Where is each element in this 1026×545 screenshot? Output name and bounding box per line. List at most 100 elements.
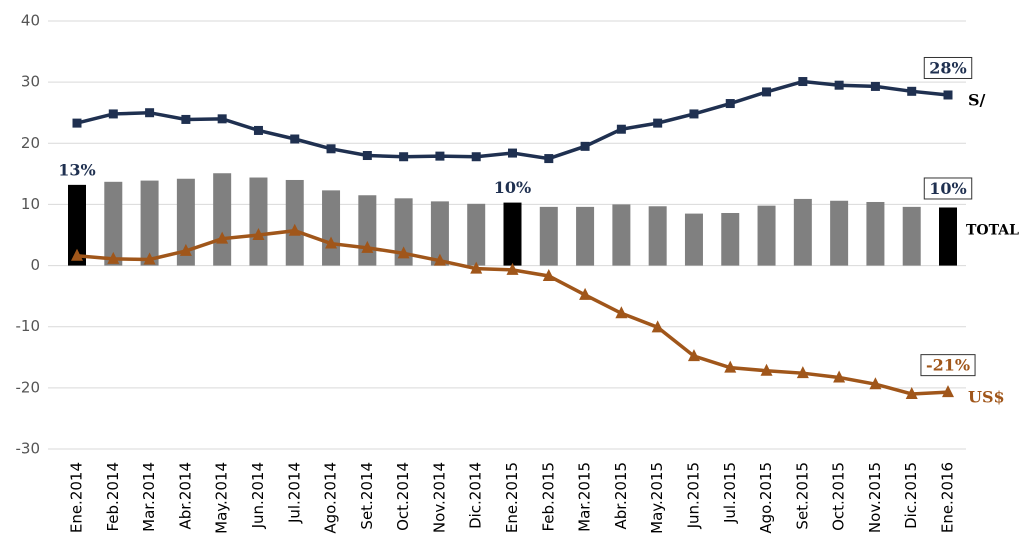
x-tick-label: Jun.2014 xyxy=(249,462,267,529)
marker xyxy=(179,243,192,256)
label-box xyxy=(923,177,973,200)
y-tick-label: -20 xyxy=(16,378,41,396)
bar xyxy=(757,205,776,266)
marker xyxy=(943,90,953,100)
y-tick-label: -10 xyxy=(16,317,41,335)
x-tick-label: Dic.2015 xyxy=(902,462,920,529)
bar xyxy=(394,198,413,266)
bar xyxy=(249,177,268,266)
marker xyxy=(72,118,82,128)
marker xyxy=(542,268,555,281)
marker xyxy=(798,77,808,87)
marker xyxy=(252,228,265,240)
data-label: 13% xyxy=(58,160,95,179)
marker xyxy=(834,80,844,90)
marker xyxy=(653,118,663,128)
bar xyxy=(866,201,885,266)
marker xyxy=(326,144,336,154)
marker xyxy=(760,363,773,376)
marker xyxy=(651,320,664,333)
bar xyxy=(684,213,703,266)
series-name: TOTAL xyxy=(966,223,1019,239)
marker xyxy=(470,261,483,274)
series-name: US$ xyxy=(968,388,1005,407)
marker xyxy=(508,148,517,158)
marker xyxy=(288,223,301,236)
bar xyxy=(648,206,667,266)
marker xyxy=(397,246,410,259)
x-tick-label: Nov.2015 xyxy=(866,462,884,533)
marker xyxy=(399,152,409,162)
marker xyxy=(506,262,519,275)
y-tick-label: 0 xyxy=(30,256,40,274)
bar xyxy=(213,173,232,266)
x-tick-label: Set.2015 xyxy=(793,462,811,530)
marker xyxy=(108,109,118,119)
marker xyxy=(361,240,374,253)
marker xyxy=(724,360,737,373)
x-tick-label: May.2014 xyxy=(213,462,231,534)
marker xyxy=(580,141,590,151)
x-tick-label: Abr.2015 xyxy=(612,462,630,530)
x-tick-label: Abr.2014 xyxy=(176,462,194,530)
marker xyxy=(687,349,700,362)
bar xyxy=(430,201,449,266)
marker xyxy=(616,124,626,134)
x-tick-label: Jul.2015 xyxy=(721,462,739,524)
bar xyxy=(793,198,812,266)
bar xyxy=(467,203,486,266)
bar xyxy=(902,206,921,266)
bar xyxy=(612,204,631,266)
x-tick-label: May.2015 xyxy=(648,462,666,534)
x-tick-label: Feb.2015 xyxy=(539,462,557,532)
x-tick-label: Dic.2014 xyxy=(467,462,485,529)
marker xyxy=(615,306,628,319)
marker xyxy=(325,236,338,249)
marker xyxy=(905,386,918,399)
marker xyxy=(796,366,809,379)
x-tick-label: Mar.2014 xyxy=(140,462,158,532)
y-tick-label: 20 xyxy=(21,134,40,152)
bar xyxy=(322,190,341,266)
marker xyxy=(435,151,445,161)
marker xyxy=(107,251,120,264)
data-label: 10% xyxy=(929,179,966,198)
x-tick-label: Ago.2015 xyxy=(757,462,775,534)
y-tick-label: -30 xyxy=(16,440,41,458)
x-tick-label: Ago.2014 xyxy=(322,462,340,534)
data-label: -21% xyxy=(926,356,970,375)
x-tick-label: Mar.2015 xyxy=(576,462,594,532)
line xyxy=(76,79,949,161)
marker xyxy=(71,248,83,261)
marker xyxy=(145,108,155,118)
marker xyxy=(833,370,846,383)
marker xyxy=(181,114,191,124)
data-label: 10% xyxy=(494,178,531,197)
label-box xyxy=(920,354,976,377)
bar xyxy=(68,184,86,266)
x-tick-label: Nov.2014 xyxy=(430,462,448,533)
data-label: 28% xyxy=(929,58,966,77)
label-box xyxy=(923,56,973,79)
x-tick-label: Oct.2015 xyxy=(830,462,848,531)
bar xyxy=(176,178,195,266)
x-tick-label: Jun.2015 xyxy=(684,462,702,529)
marker xyxy=(433,253,446,266)
marker xyxy=(253,125,263,135)
marker xyxy=(290,134,300,144)
x-tick-label: Oct.2014 xyxy=(394,462,412,531)
bar xyxy=(140,180,159,266)
marker xyxy=(471,152,481,162)
bar xyxy=(285,179,304,266)
bar xyxy=(721,212,740,266)
marker xyxy=(544,154,554,164)
y-tick-label: 10 xyxy=(21,195,40,213)
marker xyxy=(216,231,229,244)
bar xyxy=(576,206,595,266)
x-tick-label: Ene.2016 xyxy=(939,462,957,533)
marker xyxy=(869,377,882,390)
x-tick-label: Feb.2014 xyxy=(104,462,122,532)
x-tick-label: Set.2014 xyxy=(358,462,376,530)
marker xyxy=(217,114,227,124)
